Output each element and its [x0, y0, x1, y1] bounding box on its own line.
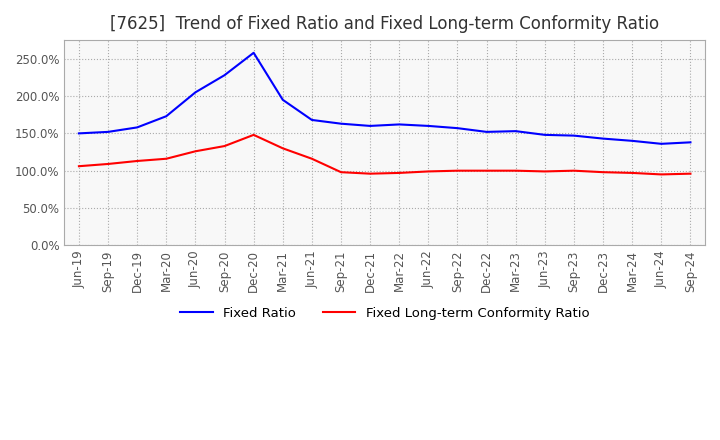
Fixed Ratio — [570, 133, 578, 138]
Fixed Ratio — [104, 129, 112, 135]
Fixed Long-term Conformity Ratio — [307, 156, 316, 161]
Fixed Long-term Conformity Ratio — [628, 170, 636, 176]
Fixed Ratio — [249, 50, 258, 55]
Fixed Ratio — [162, 114, 171, 119]
Fixed Long-term Conformity Ratio — [395, 170, 404, 176]
Fixed Ratio — [657, 141, 666, 147]
Line: Fixed Ratio: Fixed Ratio — [79, 53, 690, 144]
Fixed Long-term Conformity Ratio — [75, 164, 84, 169]
Fixed Long-term Conformity Ratio — [191, 149, 199, 154]
Fixed Ratio — [628, 138, 636, 143]
Fixed Long-term Conformity Ratio — [366, 171, 374, 176]
Fixed Ratio — [686, 139, 695, 145]
Fixed Long-term Conformity Ratio — [686, 171, 695, 176]
Fixed Long-term Conformity Ratio — [599, 169, 608, 175]
Fixed Long-term Conformity Ratio — [249, 132, 258, 138]
Fixed Long-term Conformity Ratio — [162, 156, 171, 161]
Fixed Long-term Conformity Ratio — [337, 169, 346, 175]
Fixed Ratio — [511, 128, 520, 134]
Fixed Ratio — [75, 131, 84, 136]
Fixed Ratio — [191, 90, 199, 95]
Fixed Ratio — [307, 117, 316, 123]
Fixed Ratio — [337, 121, 346, 126]
Fixed Long-term Conformity Ratio — [570, 168, 578, 173]
Fixed Long-term Conformity Ratio — [482, 168, 491, 173]
Fixed Ratio — [220, 73, 229, 78]
Fixed Long-term Conformity Ratio — [511, 168, 520, 173]
Fixed Ratio — [541, 132, 549, 138]
Fixed Long-term Conformity Ratio — [220, 143, 229, 149]
Fixed Ratio — [279, 97, 287, 103]
Fixed Ratio — [599, 136, 608, 141]
Fixed Long-term Conformity Ratio — [657, 172, 666, 177]
Fixed Ratio — [366, 123, 374, 128]
Fixed Long-term Conformity Ratio — [279, 146, 287, 151]
Fixed Ratio — [482, 129, 491, 135]
Title: [7625]  Trend of Fixed Ratio and Fixed Long-term Conformity Ratio: [7625] Trend of Fixed Ratio and Fixed Lo… — [110, 15, 660, 33]
Fixed Ratio — [395, 122, 404, 127]
Fixed Long-term Conformity Ratio — [424, 169, 433, 174]
Fixed Long-term Conformity Ratio — [541, 169, 549, 174]
Fixed Long-term Conformity Ratio — [453, 168, 462, 173]
Fixed Ratio — [424, 123, 433, 128]
Fixed Long-term Conformity Ratio — [133, 158, 142, 164]
Legend: Fixed Ratio, Fixed Long-term Conformity Ratio: Fixed Ratio, Fixed Long-term Conformity … — [174, 301, 595, 325]
Line: Fixed Long-term Conformity Ratio: Fixed Long-term Conformity Ratio — [79, 135, 690, 174]
Fixed Ratio — [133, 125, 142, 130]
Fixed Ratio — [453, 125, 462, 131]
Fixed Long-term Conformity Ratio — [104, 161, 112, 167]
